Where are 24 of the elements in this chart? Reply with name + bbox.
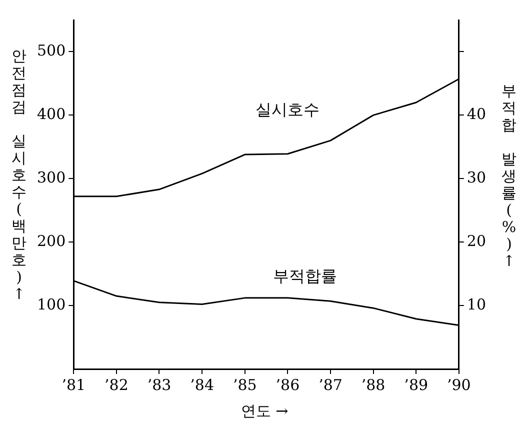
x-tick-label: ’87 xyxy=(318,376,342,394)
y2-tick-label: 40 xyxy=(466,105,486,124)
y-tick-label: 300 xyxy=(36,168,66,187)
y-tick-label: 100 xyxy=(36,295,66,314)
series-label: 실시호수 xyxy=(256,100,320,120)
series-label: 부적합률 xyxy=(272,266,337,286)
x-tick-label: ’85 xyxy=(232,376,257,394)
x-tick-label: ’84 xyxy=(190,376,214,394)
x-tick-label: ’81 xyxy=(62,376,86,394)
x-tick-label: ’88 xyxy=(361,376,386,394)
y2-tick-label: 10 xyxy=(466,295,486,314)
x-tick-label: ’82 xyxy=(104,376,128,394)
x-tick-label: ’90 xyxy=(446,376,471,394)
y-tick-label: 400 xyxy=(36,105,66,124)
y-tick-label: 200 xyxy=(36,232,66,250)
y2-tick-label: 30 xyxy=(466,168,486,187)
x-axis-title: 연도 → xyxy=(240,402,290,421)
x-tick-label: ’83 xyxy=(147,376,172,394)
text: 안전점검 실시호수(백만호)↑ xyxy=(12,47,26,303)
text: 부적합 발생률(%)↑ xyxy=(502,82,516,270)
y2-tick-label: 20 xyxy=(466,232,486,250)
y-tick-label: 500 xyxy=(36,42,66,60)
x-tick-label: ’86 xyxy=(276,376,300,394)
x-tick-label: ’89 xyxy=(404,376,428,394)
